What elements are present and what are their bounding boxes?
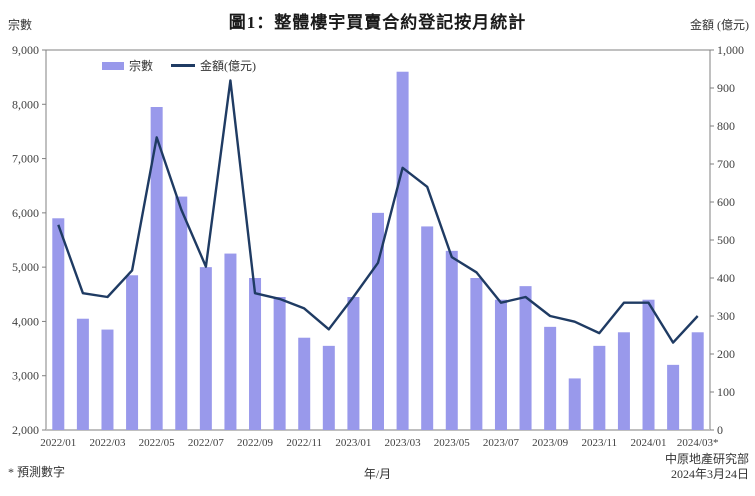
bar-2024/02 xyxy=(667,364,680,430)
line-swatch-icon xyxy=(171,64,196,67)
right-axis-title: 金額 (億元) xyxy=(690,18,749,32)
left-axis-tick-label: 8,000 xyxy=(12,97,39,111)
right-axis-tick-label: 200 xyxy=(717,347,735,361)
x-axis-tick-label: 2024/01 xyxy=(630,437,666,449)
x-axis-tick-label: 2023/07 xyxy=(483,437,520,449)
bar-2024/03 xyxy=(691,332,704,430)
bar-2022/05 xyxy=(150,107,163,430)
chart-title: 圖1：整體樓宇買賣合約登記按月統計 xyxy=(228,13,527,32)
x-axis-tick-label: 2022/01 xyxy=(40,437,76,449)
bar-2023/06 xyxy=(470,278,483,430)
x-axis-tick-label: 2022/05 xyxy=(139,437,176,449)
left-axis-tick-label: 2,000 xyxy=(12,423,39,437)
bar-2022/10 xyxy=(273,297,286,430)
bar-2023/05 xyxy=(445,250,458,430)
right-axis-tick-label: 1,000 xyxy=(717,43,744,57)
chart-legend: 宗數 金額(億元) xyxy=(102,57,256,74)
right-axis-tick-label: 400 xyxy=(717,271,735,285)
bar-2023/04 xyxy=(421,226,434,430)
bar-swatch-icon xyxy=(102,61,124,70)
x-axis-tick-label: 2023/11 xyxy=(582,437,618,449)
x-axis-title: 年/月 xyxy=(363,467,392,481)
bar-2022/12 xyxy=(322,345,335,430)
right-axis-tick-label: 900 xyxy=(717,81,735,95)
right-axis-tick-label: 800 xyxy=(717,119,735,133)
bar-2022/08 xyxy=(224,253,237,430)
bar-2022/06 xyxy=(175,196,188,430)
x-axis-tick-label: 2023/03 xyxy=(385,437,422,449)
bar-2023/07 xyxy=(494,299,507,430)
bar-2022/03 xyxy=(101,329,114,430)
bar-2022/09 xyxy=(249,278,262,430)
right-axis-tick-label: 700 xyxy=(717,157,735,171)
x-axis-tick-label: 2023/09 xyxy=(532,437,569,449)
right-axis-tick-label: 300 xyxy=(717,309,735,323)
x-axis-tick-label: 2023/01 xyxy=(335,437,371,449)
legend-item-cases: 宗數 xyxy=(102,57,153,74)
right-axis-tick-label: 500 xyxy=(717,233,735,247)
source-name: 中原地產研究部 xyxy=(664,452,749,466)
bar-2023/11 xyxy=(593,345,606,430)
source-date: 2024年3月24日 xyxy=(670,467,749,481)
legend-cases-label: 宗數 xyxy=(129,59,154,73)
legend-amount-label: 金額(億元) xyxy=(200,59,257,73)
bar-2022/04 xyxy=(126,275,139,430)
x-axis-tick-label: 2022/11 xyxy=(286,437,322,449)
bar-2023/10 xyxy=(568,378,581,430)
left-axis-tick-label: 5,000 xyxy=(12,260,39,274)
bar-2022/01 xyxy=(52,218,65,430)
x-axis-tick-label: 2022/03 xyxy=(89,437,126,449)
legend-item-amount: 金額(億元) xyxy=(171,57,256,74)
bar-2023/08 xyxy=(519,286,532,430)
bar-2022/11 xyxy=(298,337,311,430)
right-axis-tick-label: 600 xyxy=(717,195,735,209)
x-axis-tick-label: 2022/07 xyxy=(188,437,225,449)
bar-2023/12 xyxy=(617,332,630,430)
left-axis-tick-label: 4,000 xyxy=(12,314,39,328)
x-axis-tick-label: 2024/03* xyxy=(677,437,719,449)
right-axis-tick-label: 0 xyxy=(717,423,723,437)
amount-line xyxy=(57,79,699,344)
bar-2024/01 xyxy=(642,299,655,430)
x-axis-tick-label: 2023/05 xyxy=(434,437,471,449)
source-block: 中原地產研究部 2024年3月24日 xyxy=(665,452,749,482)
left-axis-title: 宗數 xyxy=(8,18,33,32)
bar-2022/02 xyxy=(76,318,89,430)
forecast-footnote: * 預測數字 xyxy=(8,465,66,479)
bar-2023/03 xyxy=(396,71,409,430)
bar-2023/01 xyxy=(347,297,360,430)
left-axis-tick-label: 7,000 xyxy=(12,152,39,166)
left-axis-tick-label: 9,000 xyxy=(12,43,39,57)
bar-2022/07 xyxy=(199,267,212,430)
x-axis-tick-label: 2022/09 xyxy=(237,437,274,449)
left-axis-tick-label: 3,000 xyxy=(12,369,39,383)
left-axis-tick-label: 6,000 xyxy=(12,206,39,220)
right-axis-tick-label: 100 xyxy=(717,385,735,399)
bar-2023/09 xyxy=(544,326,557,430)
